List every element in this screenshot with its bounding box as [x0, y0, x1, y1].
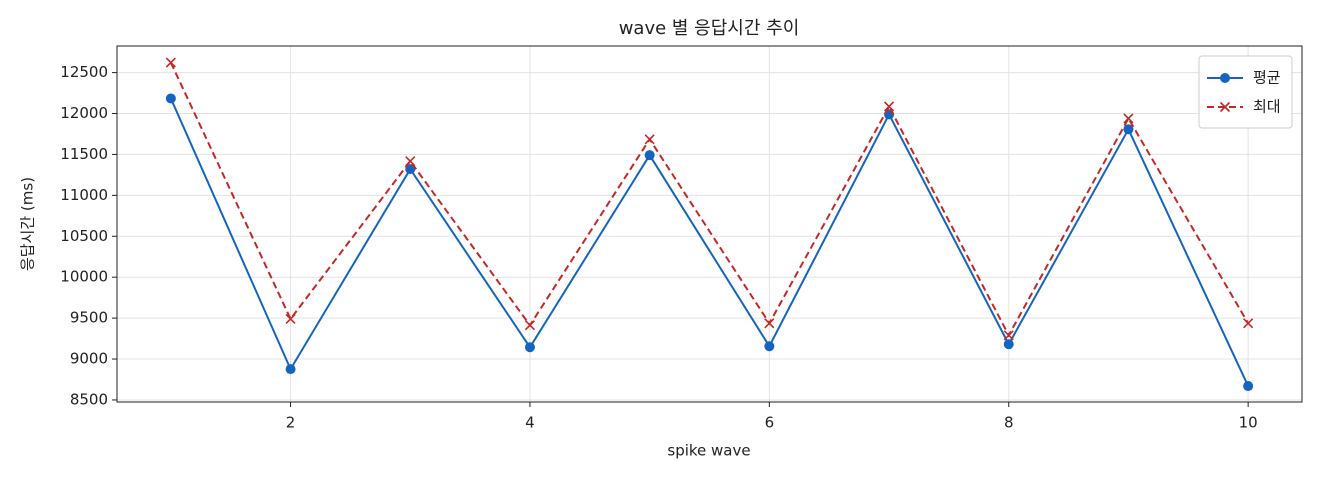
y-axis-label: 응답시간 (ms) — [19, 177, 37, 271]
point-marker — [1243, 318, 1254, 329]
legend-marker — [1220, 73, 1230, 83]
legend-label: 평균 — [1253, 69, 1281, 87]
plot-frame — [116, 45, 1303, 403]
series-line — [169, 98, 1250, 387]
y-tick-label: 12000 — [60, 104, 108, 122]
point-marker — [165, 57, 176, 68]
y-tick-label: 9000 — [70, 350, 108, 368]
point-marker — [285, 313, 296, 324]
point-marker — [1243, 381, 1254, 392]
chart-title: wave 별 응답시간 추이 — [619, 18, 800, 39]
point-marker — [1003, 330, 1014, 341]
point-marker — [524, 342, 535, 353]
point-marker — [764, 318, 775, 329]
x-tick-label: 6 — [765, 414, 775, 432]
y-tick-label: 11000 — [60, 186, 108, 204]
x-tick-label: 8 — [1004, 414, 1014, 432]
y-tick-label: 12500 — [60, 63, 108, 81]
y-tick-label: 10000 — [60, 268, 108, 286]
y-tick-label: 11500 — [60, 145, 108, 163]
point-marker — [1123, 113, 1134, 124]
x-axis-label: spike wave — [667, 442, 750, 460]
legend-box — [1198, 55, 1293, 129]
series-line — [169, 62, 1250, 338]
x-tick-label: 10 — [1239, 414, 1258, 432]
x-tick-label: 4 — [525, 414, 535, 432]
point-marker — [644, 134, 655, 145]
legend-marker — [1219, 101, 1231, 113]
point-marker — [883, 101, 895, 112]
point-marker — [524, 320, 536, 331]
y-tick-label: 9500 — [70, 309, 108, 327]
legend-label: 최대 — [1253, 98, 1281, 116]
point-marker — [764, 341, 775, 352]
point-marker — [165, 93, 176, 104]
point-marker — [405, 164, 416, 175]
y-tick-label: 8500 — [70, 390, 108, 408]
point-marker — [1123, 124, 1134, 135]
point-marker — [405, 156, 416, 167]
x-tick-label: 2 — [286, 414, 296, 432]
point-marker — [644, 150, 655, 161]
point-marker — [285, 364, 296, 375]
y-tick-label: 10500 — [60, 227, 108, 245]
point-marker — [1003, 339, 1014, 350]
